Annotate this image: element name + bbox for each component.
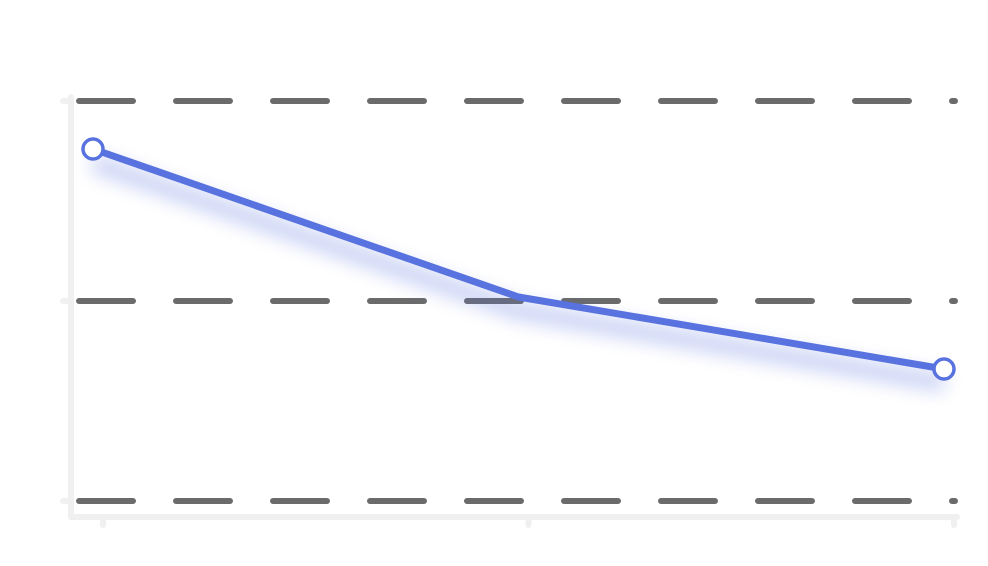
series [81, 137, 956, 391]
gridlines [76, 98, 958, 504]
data-point-marker [932, 357, 956, 381]
series-line [89, 145, 948, 373]
series-line-shadow [90, 155, 946, 391]
data-point-marker [81, 137, 105, 161]
axes [60, 94, 960, 528]
